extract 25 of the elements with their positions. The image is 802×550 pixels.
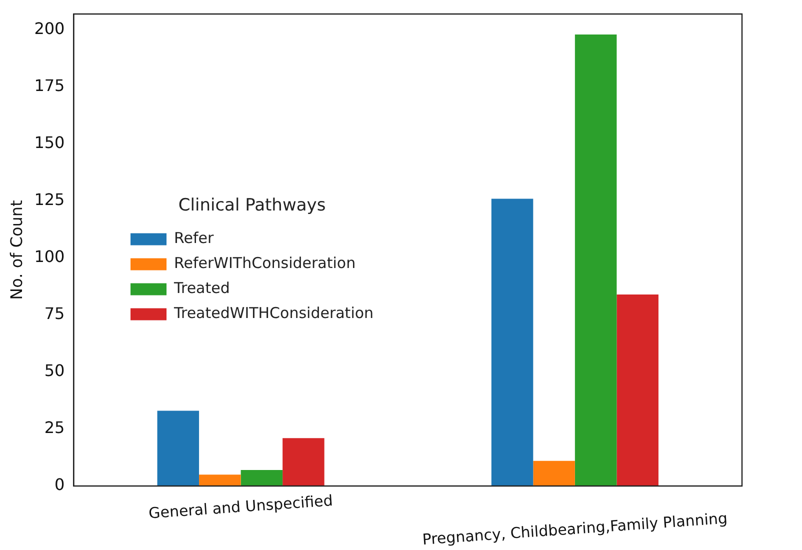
bar bbox=[616, 294, 658, 486]
x-tick-label: General and Unspecified bbox=[148, 491, 334, 522]
x-tick-label: Pregnancy, Childbearing,Family Planning bbox=[422, 509, 728, 549]
y-tick-label: 75 bbox=[44, 304, 65, 324]
y-tick-label: 125 bbox=[34, 190, 65, 210]
bar bbox=[574, 34, 617, 486]
y-tick-label: 100 bbox=[34, 247, 65, 266]
y-tick-label: 175 bbox=[34, 76, 65, 96]
y-tick-label: 150 bbox=[34, 133, 65, 152]
y-tick-label: 0 bbox=[54, 475, 65, 494]
y-axis-title: No. of Count bbox=[6, 200, 26, 300]
bar bbox=[491, 198, 534, 486]
bar bbox=[240, 470, 283, 486]
bar bbox=[199, 474, 241, 486]
y-tick-label: 50 bbox=[44, 361, 65, 380]
legend-label: Refer bbox=[174, 229, 215, 248]
legend-label: TreatedWITHConsideration bbox=[173, 304, 374, 322]
bar bbox=[533, 460, 575, 486]
y-tick-label: 25 bbox=[44, 418, 65, 438]
legend-label: Treated bbox=[173, 279, 230, 298]
legend-title: Clinical Pathways bbox=[178, 195, 326, 216]
bar bbox=[282, 438, 324, 486]
y-tick-label: 200 bbox=[34, 19, 65, 38]
bar bbox=[157, 410, 200, 486]
legend-label: ReferWIThConsideration bbox=[174, 254, 356, 272]
